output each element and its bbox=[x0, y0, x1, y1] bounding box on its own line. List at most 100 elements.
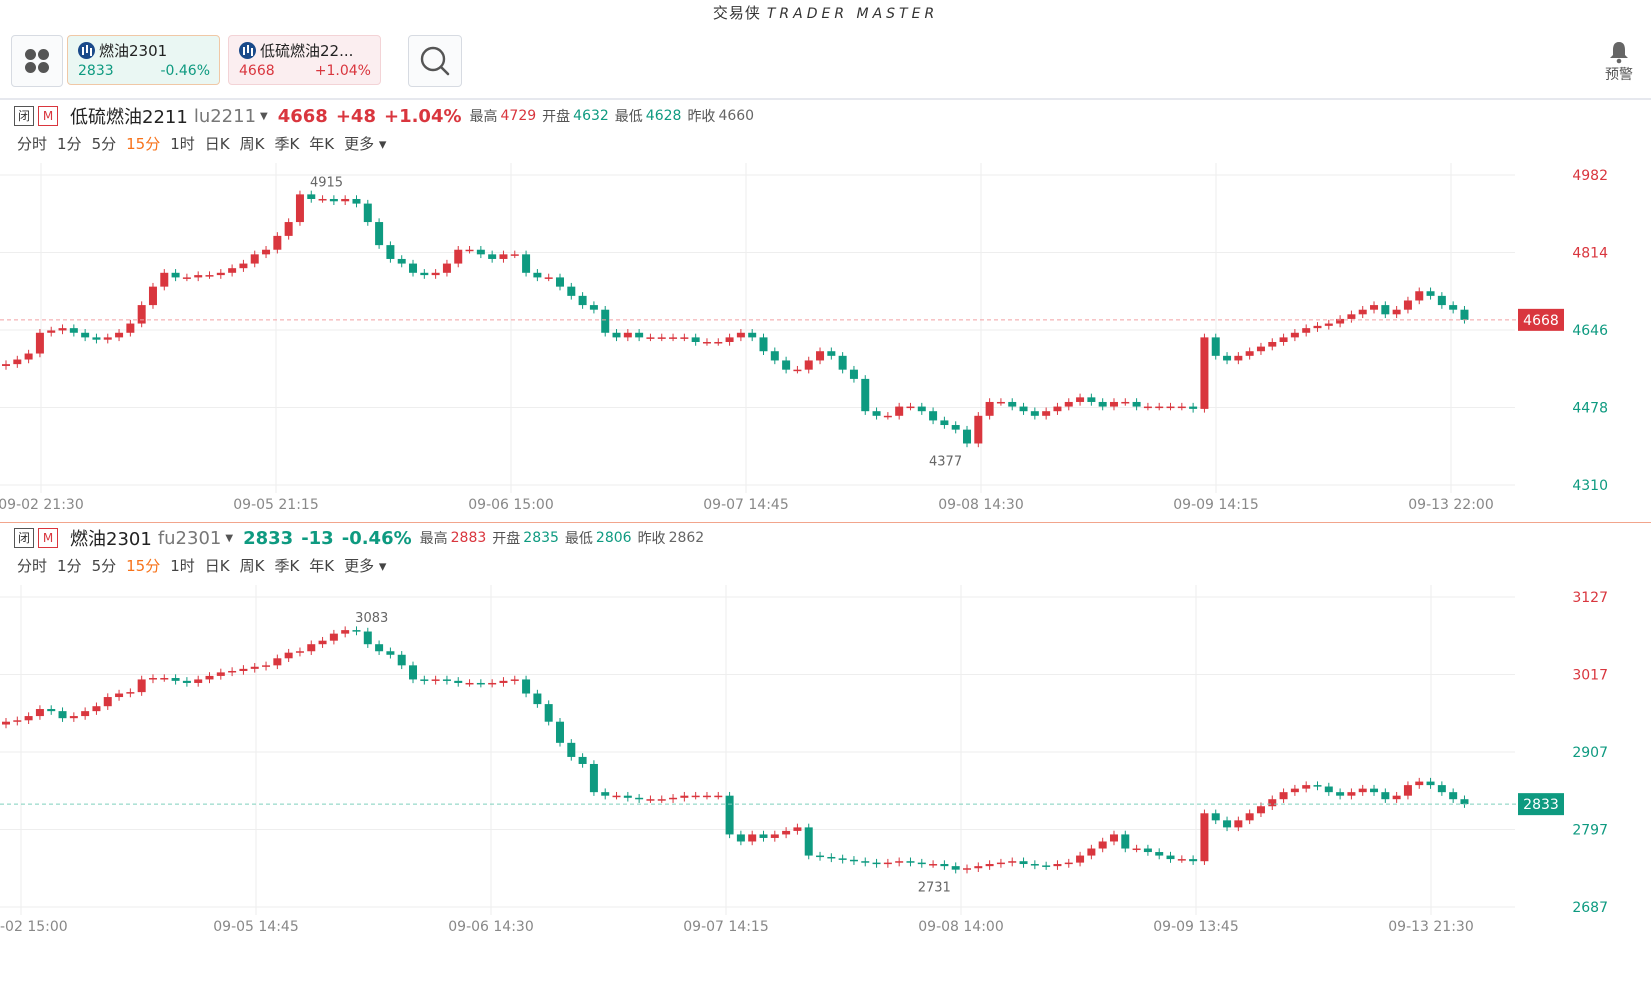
open-value: 2835 bbox=[523, 530, 559, 546]
candle-body bbox=[194, 275, 203, 278]
period-tab[interactable]: 日K bbox=[204, 135, 230, 153]
candle-body bbox=[307, 644, 316, 652]
candle-body bbox=[318, 640, 327, 645]
candle-body bbox=[363, 203, 372, 223]
period-tab[interactable]: 年K bbox=[309, 557, 335, 575]
period-tab[interactable]: 季K bbox=[274, 557, 300, 575]
candle-body bbox=[1200, 813, 1209, 862]
ticker-card-lu2211[interactable]: 低硫燃油22... 4668 +1.04% bbox=[228, 35, 381, 85]
y-tick-label: 2797 bbox=[1572, 823, 1608, 839]
candle-body bbox=[589, 763, 598, 793]
candle-body bbox=[137, 679, 146, 693]
candle-body bbox=[1030, 411, 1039, 416]
prev-close-label: 昨收 bbox=[687, 109, 716, 125]
alarm-button[interactable]: 预警 bbox=[1601, 40, 1637, 84]
candle-body bbox=[1030, 864, 1039, 866]
candle-body bbox=[996, 862, 1005, 865]
chart-svg[interactable]: 4982 4814 4646 4478 4310 09-02 21:30 09-05 21:… bbox=[0, 163, 1651, 519]
menu-grid-button[interactable] bbox=[11, 35, 63, 87]
candle-body bbox=[1087, 848, 1096, 856]
candle-body bbox=[171, 678, 180, 681]
candle-body bbox=[126, 323, 135, 333]
candle-body bbox=[974, 866, 983, 869]
x-tick-label: 09-13 22:00 bbox=[1408, 497, 1493, 513]
candle-body bbox=[657, 337, 666, 339]
candlestick-chart[interactable]: 3127 3017 2907 2797 2687 -02 15:00 09-05 14:45… bbox=[0, 585, 1651, 941]
max-price-marker: 4915 bbox=[310, 175, 343, 190]
period-tab[interactable]: 日K bbox=[204, 557, 230, 575]
candle-body bbox=[465, 249, 474, 252]
candle-body bbox=[1155, 852, 1164, 856]
candle-body bbox=[2, 721, 10, 725]
period-tab[interactable]: 季K bbox=[274, 135, 300, 153]
chevron-down-icon[interactable]: ▼ bbox=[260, 110, 268, 122]
candle-body bbox=[1279, 792, 1288, 800]
candle-body bbox=[748, 834, 757, 842]
period-tab[interactable]: 15分 bbox=[126, 135, 161, 153]
candle-body bbox=[1132, 848, 1141, 851]
last-price: 2833 bbox=[243, 527, 294, 549]
chart-svg[interactable]: 3127 3017 2907 2797 2687 -02 15:00 09-05 14:45… bbox=[0, 585, 1651, 941]
main-contract-tag: M bbox=[38, 106, 58, 126]
grid-dot-icon bbox=[38, 49, 49, 60]
candle-body bbox=[1449, 792, 1458, 800]
period-tab[interactable]: 5分 bbox=[91, 135, 117, 153]
period-tab[interactable]: 更多 ▾ bbox=[344, 135, 387, 153]
ticker-price: 4668 bbox=[239, 63, 275, 79]
x-tick-label: 09-05 21:15 bbox=[233, 497, 318, 513]
candle-body bbox=[476, 682, 485, 685]
period-tab[interactable]: 更多 ▾ bbox=[344, 557, 387, 575]
period-tab[interactable]: 1时 bbox=[170, 135, 195, 153]
alarm-label: 预警 bbox=[1605, 67, 1633, 83]
search-button[interactable] bbox=[408, 35, 462, 87]
period-tab[interactable]: 5分 bbox=[91, 557, 117, 575]
x-tick-label: 09-09 14:15 bbox=[1173, 497, 1258, 513]
candle-body bbox=[1268, 341, 1277, 347]
period-tab[interactable]: 分时 bbox=[17, 135, 48, 153]
candle-body bbox=[702, 341, 711, 344]
x-tick-label: 09-07 14:15 bbox=[683, 919, 768, 935]
candle-body bbox=[1234, 820, 1243, 828]
symbol-name[interactable]: 低硫燃油2211 bbox=[70, 107, 188, 128]
candle-body bbox=[1143, 406, 1152, 409]
candle-body bbox=[1132, 401, 1141, 407]
period-tab[interactable]: 周K bbox=[239, 557, 265, 575]
candle-body bbox=[92, 706, 101, 712]
open-value: 4632 bbox=[573, 108, 609, 124]
candle-body bbox=[182, 277, 191, 279]
candle-body bbox=[1347, 792, 1356, 796]
price-change: -13 bbox=[301, 527, 334, 549]
period-tab[interactable]: 年K bbox=[309, 135, 335, 153]
ticker-card-fu2301[interactable]: 燃油2301 2833 -0.46% bbox=[67, 35, 220, 85]
candle-body bbox=[420, 679, 429, 681]
candle-body bbox=[318, 198, 327, 201]
symbol-code[interactable]: lu2211 bbox=[193, 105, 257, 127]
candle-body bbox=[228, 268, 237, 273]
period-tab[interactable]: 分时 bbox=[17, 557, 48, 575]
period-tab[interactable]: 15分 bbox=[126, 557, 161, 575]
candle-body bbox=[454, 680, 463, 683]
period-tab[interactable]: 1时 bbox=[170, 557, 195, 575]
candle-body bbox=[827, 351, 836, 356]
candle-body bbox=[985, 401, 994, 416]
candle-body bbox=[386, 651, 395, 655]
last-price-badge bbox=[1518, 793, 1564, 816]
candle-body bbox=[691, 337, 700, 342]
min-price-marker: 4377 bbox=[929, 454, 962, 469]
candle-body bbox=[635, 797, 644, 800]
candle-body bbox=[409, 263, 418, 273]
symbol-code[interactable]: fu2301 bbox=[157, 527, 222, 549]
last-price-badge bbox=[1518, 308, 1564, 331]
candle-body bbox=[872, 862, 881, 865]
candlestick-chart[interactable]: 4982 4814 4646 4478 4310 09-02 21:30 09-05 21:… bbox=[0, 163, 1651, 519]
candle-body bbox=[1155, 406, 1164, 409]
symbol-name[interactable]: 燃油2301 bbox=[70, 529, 152, 550]
candle-body bbox=[578, 295, 587, 306]
candle-body bbox=[329, 198, 338, 202]
candle-body bbox=[963, 429, 972, 444]
period-tab[interactable]: 周K bbox=[239, 135, 265, 153]
chevron-down-icon[interactable]: ▼ bbox=[225, 532, 234, 544]
candle-body bbox=[148, 678, 157, 680]
period-tab[interactable]: 1分 bbox=[57, 557, 82, 575]
period-tab[interactable]: 1分 bbox=[57, 135, 82, 153]
